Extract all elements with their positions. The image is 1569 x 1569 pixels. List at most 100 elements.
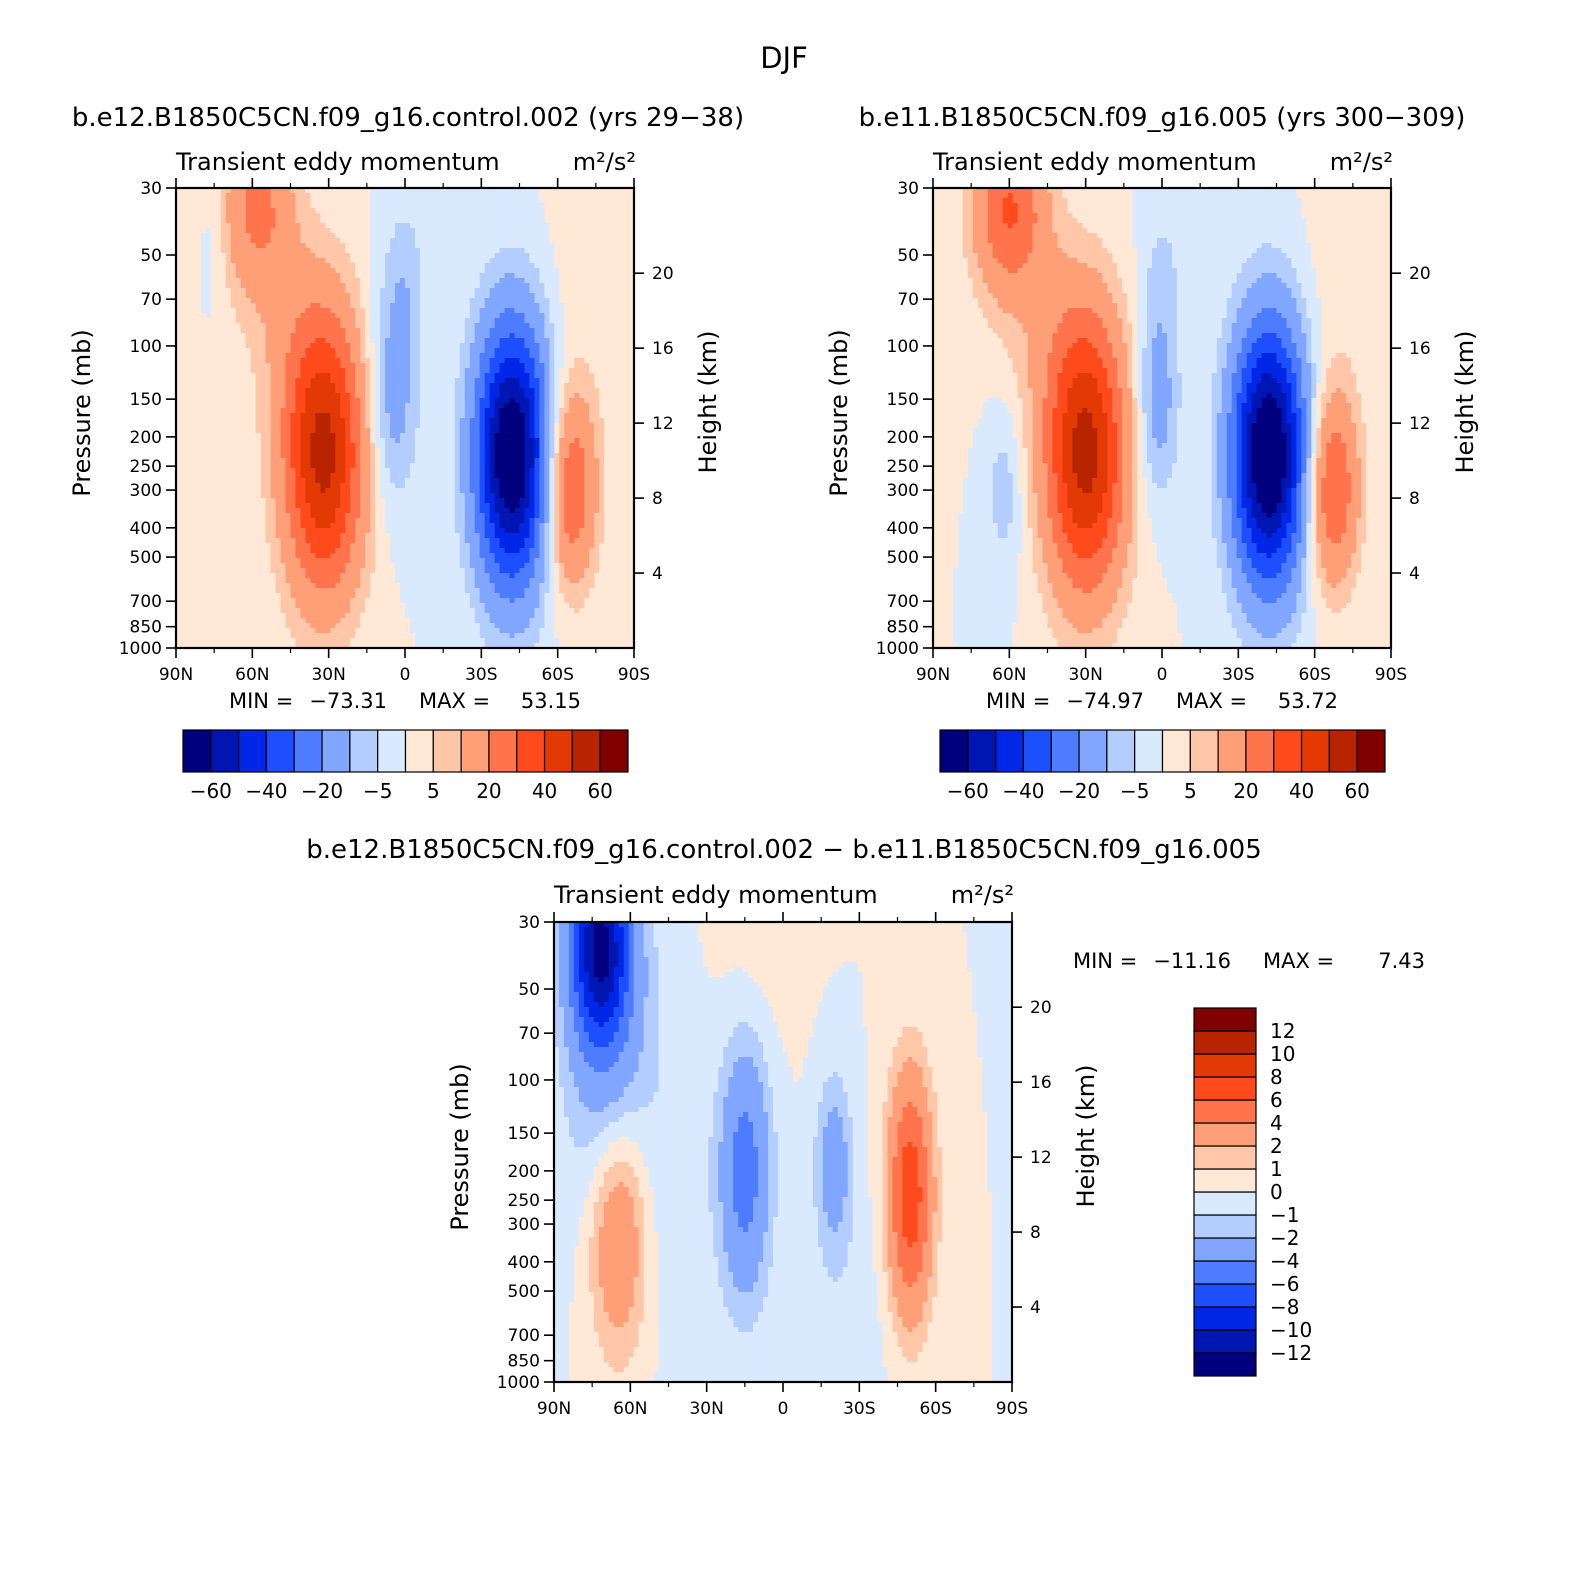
field-cell (405, 263, 411, 269)
field-cell (196, 338, 202, 344)
field-cell (574, 233, 580, 239)
field-cell (475, 313, 481, 319)
field-cell (305, 383, 311, 389)
field-cell (594, 333, 600, 339)
field-cell (425, 368, 431, 374)
field-cell (455, 278, 461, 284)
field-cell (191, 353, 197, 359)
field-cell (365, 243, 371, 249)
field-cell (415, 248, 421, 254)
field-cell (330, 388, 336, 394)
field-cell (450, 313, 456, 319)
field-cell (400, 268, 406, 274)
field-cell (520, 243, 526, 249)
field-cell (420, 293, 426, 299)
field-cell (544, 388, 550, 394)
field-cell (266, 208, 272, 214)
field-cell (609, 353, 615, 359)
field-cell (335, 308, 341, 314)
field-cell (410, 333, 416, 339)
field-cell (564, 293, 570, 299)
field-cell (330, 268, 336, 274)
field-cell (604, 323, 610, 329)
field-cell (196, 198, 202, 204)
field-cell (584, 448, 590, 454)
field-cell (261, 423, 267, 429)
field-cell (251, 383, 257, 389)
field-cell (395, 333, 401, 339)
field-cell (520, 338, 526, 344)
field-cell (380, 398, 386, 404)
field-cell (365, 238, 371, 244)
field-cell (614, 388, 620, 394)
field-cell (609, 243, 615, 249)
field-cell (196, 228, 202, 234)
field-cell (594, 298, 600, 304)
field-cell (196, 443, 202, 449)
field-cell (520, 318, 526, 324)
field-cell (370, 413, 376, 419)
field-cell (291, 383, 297, 389)
field-cell (490, 448, 496, 454)
field-cell (415, 438, 421, 444)
field-cell (191, 303, 197, 309)
field-cell (256, 358, 262, 364)
field-cell (246, 458, 252, 464)
field-cell (340, 318, 346, 324)
field-cell (221, 328, 227, 334)
field-cell (614, 428, 620, 434)
field-cell (619, 323, 625, 329)
field-cell (544, 418, 550, 424)
field-cell (589, 318, 595, 324)
field-cell (455, 453, 461, 459)
field-cell (251, 238, 257, 244)
field-cell (480, 268, 486, 274)
field-cell (206, 303, 212, 309)
field-cell (500, 333, 506, 339)
field-cell (360, 228, 366, 234)
field-cell (370, 268, 376, 274)
field-cell (529, 248, 535, 254)
field-cell (286, 363, 292, 369)
field-cell (335, 388, 341, 394)
field-cell (544, 248, 550, 254)
field-cell (584, 443, 590, 449)
field-cell (465, 388, 471, 394)
field-cell (365, 448, 371, 454)
field-cell (589, 418, 595, 424)
field-cell (470, 228, 476, 234)
field-cell (529, 393, 535, 399)
field-cell (490, 388, 496, 394)
field-cell (365, 423, 371, 429)
field-cell (460, 238, 466, 244)
field-cell (485, 288, 491, 294)
field-cell (300, 353, 306, 359)
field-cell (609, 288, 615, 294)
field-cell (330, 273, 336, 279)
field-cell (485, 428, 491, 434)
field-cell (291, 228, 297, 234)
field-cell (505, 428, 511, 434)
field-cell (186, 358, 192, 364)
field-cell (589, 273, 595, 279)
field-cell (490, 328, 496, 334)
field-cell (604, 233, 610, 239)
field-cell (480, 323, 486, 329)
field-cell (495, 383, 501, 389)
field-cell (425, 328, 431, 334)
field-cell (380, 403, 386, 409)
field-cell (450, 353, 456, 359)
field-cell (599, 388, 605, 394)
field-cell (206, 413, 212, 419)
field-cell (470, 443, 476, 449)
field-cell (405, 353, 411, 359)
field-cell (415, 363, 421, 369)
field-cell (221, 228, 227, 234)
field-cell (549, 418, 555, 424)
field-cell (410, 198, 416, 204)
field-cell (310, 428, 316, 434)
field-cell (574, 403, 580, 409)
field-cell (305, 333, 311, 339)
field-cell (196, 248, 202, 254)
field-cell (370, 318, 376, 324)
